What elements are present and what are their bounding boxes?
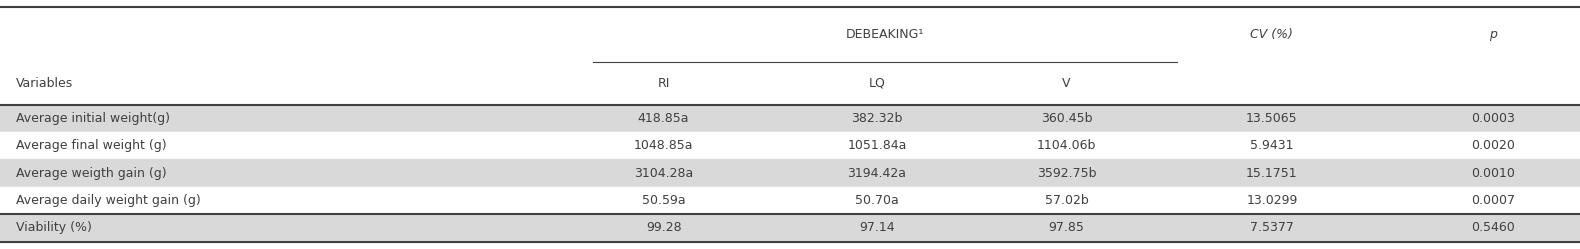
Text: DEBEAKING¹: DEBEAKING¹	[845, 28, 924, 41]
Text: 0.0010: 0.0010	[1471, 167, 1515, 180]
Text: Average weigth gain (g): Average weigth gain (g)	[16, 167, 166, 180]
Text: 360.45b: 360.45b	[1041, 112, 1092, 125]
Text: 1048.85a: 1048.85a	[634, 139, 694, 152]
Bar	[0, 159, 1580, 187]
Text: Average final weight (g): Average final weight (g)	[16, 139, 166, 152]
Text: 50.59a: 50.59a	[641, 194, 686, 207]
Text: 50.70a: 50.70a	[855, 194, 899, 207]
Text: 57.02b: 57.02b	[1044, 194, 1089, 207]
Text: 1104.06b: 1104.06b	[1036, 139, 1097, 152]
Text: Variables: Variables	[16, 77, 73, 90]
Text: 418.85a: 418.85a	[638, 112, 689, 125]
Text: Average initial weight(g): Average initial weight(g)	[16, 112, 169, 125]
Text: CV (%): CV (%)	[1250, 28, 1294, 41]
Text: Viability (%): Viability (%)	[16, 221, 92, 234]
Text: 7.5377: 7.5377	[1250, 221, 1294, 234]
Text: 1051.84a: 1051.84a	[847, 139, 907, 152]
Text: 97.14: 97.14	[860, 221, 894, 234]
Text: 99.28: 99.28	[646, 221, 681, 234]
Text: RI: RI	[657, 77, 670, 90]
Text: 3194.42a: 3194.42a	[847, 167, 907, 180]
Text: 13.5065: 13.5065	[1247, 112, 1297, 125]
Bar	[0, 187, 1580, 214]
Text: 5.9431: 5.9431	[1250, 139, 1294, 152]
Text: 3592.75b: 3592.75b	[1036, 167, 1097, 180]
Text: 13.0299: 13.0299	[1247, 194, 1297, 207]
Bar	[0, 132, 1580, 159]
Text: 382.32b: 382.32b	[852, 112, 902, 125]
Text: 3104.28a: 3104.28a	[634, 167, 694, 180]
Text: p: p	[1490, 28, 1496, 41]
Text: Average daily weight gain (g): Average daily weight gain (g)	[16, 194, 201, 207]
Text: 97.85: 97.85	[1049, 221, 1084, 234]
Text: LQ: LQ	[869, 77, 885, 90]
Text: 0.0003: 0.0003	[1471, 112, 1515, 125]
Bar	[0, 214, 1580, 242]
Bar	[0, 105, 1580, 132]
Text: V: V	[1062, 77, 1071, 90]
Text: 0.0007: 0.0007	[1471, 194, 1515, 207]
Text: 0.5460: 0.5460	[1471, 221, 1515, 234]
Text: 15.1751: 15.1751	[1247, 167, 1297, 180]
Text: 0.0020: 0.0020	[1471, 139, 1515, 152]
